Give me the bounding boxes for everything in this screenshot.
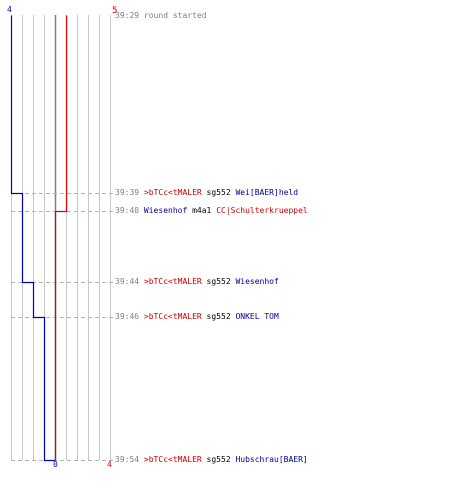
event-time: 39:54 [115, 455, 140, 464]
event-killer: >bTCc<tMALER [143, 312, 202, 321]
event-weapon: sg552 [206, 188, 231, 197]
event-time: 39:40 [115, 206, 140, 215]
red-team-step-line [54, 15, 68, 461]
event-row-kill: 39:44 >bTCc<tMALER sg552 Wiesenhof [115, 277, 279, 287]
event-victim: CC|Schulterkrueppel [216, 206, 308, 215]
event-row-round-start: 39:29 round started [115, 11, 207, 21]
red-start-label: 5 [112, 6, 117, 16]
event-killer: Wiesenhof [143, 206, 188, 215]
event-row-kill: 39:46 >bTCc<tMALER sg552 ONKEL TOM [115, 312, 279, 322]
event-victim: Wiesenhof [235, 277, 279, 286]
event-weapon: sg552 [206, 455, 231, 464]
event-killer: >bTCc<tMALER [143, 277, 202, 286]
event-time: 39:29 [115, 11, 140, 20]
event-killer: >bTCc<tMALER [143, 455, 202, 464]
blue-team-step-line [10, 15, 56, 462]
event-victim: Hubschrau[BAER] [235, 455, 308, 464]
event-weapon: sg552 [206, 277, 231, 286]
event-info-text: round started [143, 11, 207, 20]
event-victim: Wei[BAER]held [235, 188, 299, 197]
event-time: 39:39 [115, 188, 140, 197]
event-time: 39:44 [115, 277, 140, 286]
blue-start-label: 4 [7, 5, 12, 14]
event-killer: >bTCc<tMALER [143, 188, 202, 197]
event-time: 39:46 [115, 312, 140, 321]
event-row-kill: 39:40 Wiesenhof m4a1 CC|Schulterkrueppel [115, 206, 308, 216]
event-victim: ONKEL TOM [235, 312, 279, 321]
event-weapon: m4a1 [192, 206, 212, 215]
event-weapon: sg552 [206, 312, 231, 321]
event-row-kill: 39:39 >bTCc<tMALER sg552 Wei[BAER]held [115, 188, 298, 198]
red-end-label: 4 [107, 460, 112, 469]
event-row-kill: 39:54 >bTCc<tMALER sg552 Hubschrau[BAER] [115, 455, 308, 465]
blue-end-label: 0 [53, 460, 58, 469]
